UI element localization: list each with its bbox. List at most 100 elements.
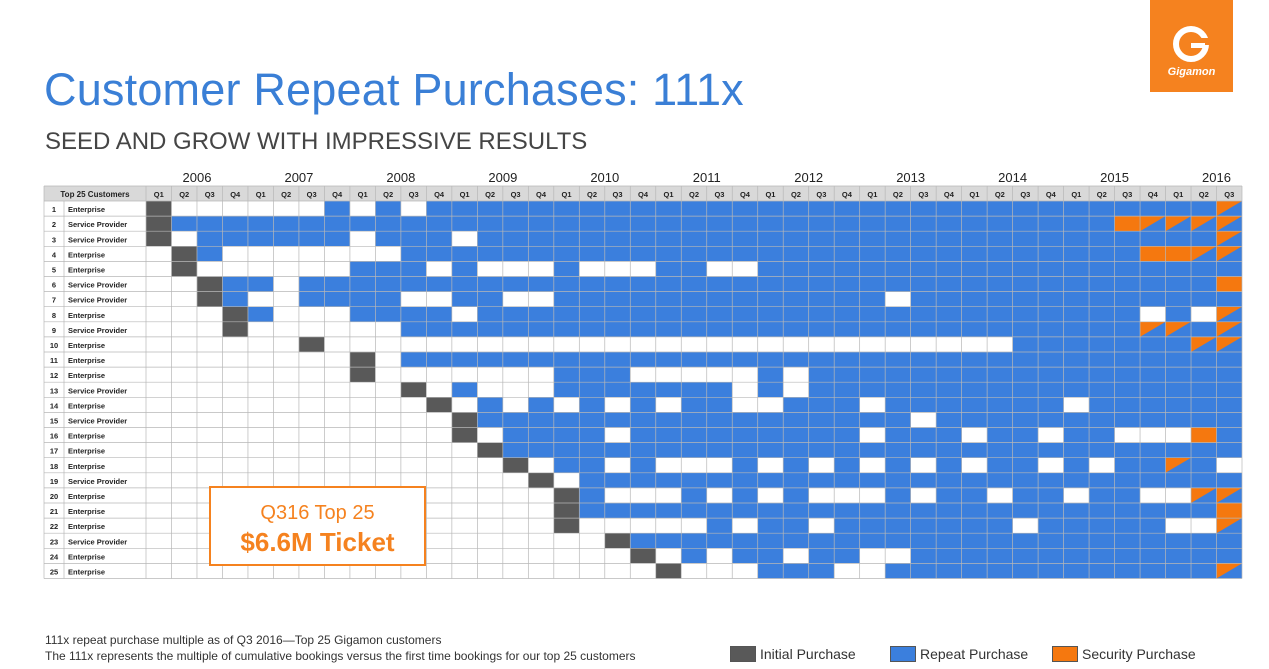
cell-repeat bbox=[961, 518, 988, 534]
cell-repeat bbox=[757, 306, 784, 322]
cell-repeat bbox=[757, 321, 784, 337]
cell-repeat bbox=[1140, 231, 1166, 247]
cell-security-part bbox=[1216, 336, 1242, 352]
row-customer-type: Service Provider bbox=[68, 296, 127, 305]
cell-repeat bbox=[349, 291, 376, 307]
cell-repeat bbox=[1216, 352, 1242, 368]
cell-repeat bbox=[808, 321, 835, 337]
cell-repeat bbox=[1165, 201, 1192, 217]
cell-repeat bbox=[1063, 291, 1090, 307]
cell-repeat bbox=[706, 472, 733, 488]
cell-repeat bbox=[528, 246, 554, 262]
cell-repeat bbox=[1114, 321, 1141, 337]
cell-repeat bbox=[579, 246, 605, 262]
cell-repeat bbox=[528, 231, 554, 247]
cell-repeat bbox=[885, 472, 911, 488]
cell-repeat bbox=[655, 503, 682, 519]
cell-repeat bbox=[936, 533, 962, 549]
cell-repeat bbox=[706, 321, 733, 337]
cell-repeat bbox=[681, 201, 707, 217]
cell-repeat bbox=[400, 276, 427, 292]
cell-security bbox=[1114, 216, 1141, 232]
cell-repeat bbox=[987, 503, 1013, 519]
cell-repeat bbox=[553, 261, 580, 277]
cell-repeat bbox=[375, 261, 401, 277]
cell-repeat bbox=[222, 231, 248, 247]
cell-repeat bbox=[1140, 382, 1166, 398]
cell-repeat bbox=[808, 367, 835, 383]
cell-repeat bbox=[1216, 382, 1242, 398]
cell-repeat bbox=[757, 246, 784, 262]
cell-security-part bbox=[1165, 457, 1192, 473]
cell-repeat bbox=[1140, 336, 1166, 352]
cell-repeat bbox=[1165, 442, 1192, 458]
logo: Gigamon bbox=[1150, 0, 1233, 92]
cell-repeat bbox=[1038, 442, 1064, 458]
row-customer-type: Service Provider bbox=[68, 477, 127, 486]
cell-repeat bbox=[1114, 412, 1141, 428]
cell-repeat bbox=[1089, 548, 1115, 564]
cell-repeat bbox=[681, 548, 707, 564]
cell-repeat bbox=[757, 291, 784, 307]
cell-repeat bbox=[528, 321, 554, 337]
cell-repeat bbox=[808, 352, 835, 368]
cell-repeat bbox=[553, 352, 580, 368]
cell-repeat bbox=[834, 276, 860, 292]
cell-repeat bbox=[655, 291, 682, 307]
cell-repeat bbox=[961, 216, 988, 232]
cell-repeat bbox=[1089, 336, 1115, 352]
cell-repeat bbox=[834, 352, 860, 368]
cell-repeat bbox=[1165, 503, 1192, 519]
cell-repeat bbox=[961, 367, 988, 383]
cell-repeat bbox=[502, 412, 529, 428]
cell-initial bbox=[451, 412, 478, 428]
cell-repeat bbox=[1038, 533, 1064, 549]
cell-repeat bbox=[1114, 382, 1141, 398]
cell-repeat bbox=[579, 216, 605, 232]
quarter-label: Q1 bbox=[867, 190, 877, 199]
cell-repeat bbox=[655, 321, 682, 337]
row-number: 19 bbox=[50, 477, 58, 486]
cell-security-part bbox=[1216, 487, 1242, 503]
quarter-label: Q3 bbox=[409, 190, 419, 199]
quarter-label: Q4 bbox=[536, 190, 547, 199]
cell-repeat bbox=[834, 261, 860, 277]
cell-repeat bbox=[630, 412, 656, 428]
cell-repeat bbox=[885, 246, 911, 262]
cell-repeat bbox=[1012, 397, 1039, 413]
cell-repeat bbox=[936, 442, 962, 458]
cell-repeat bbox=[834, 533, 860, 549]
cell-repeat bbox=[885, 276, 911, 292]
cell-repeat bbox=[732, 503, 758, 519]
cell-repeat bbox=[1038, 276, 1064, 292]
cell-repeat bbox=[936, 457, 962, 473]
cell-repeat bbox=[1165, 472, 1192, 488]
quarter-label: Q4 bbox=[434, 190, 445, 199]
cell-repeat bbox=[885, 367, 911, 383]
cell-repeat bbox=[732, 533, 758, 549]
quarter-label: Q4 bbox=[842, 190, 853, 199]
cell-repeat bbox=[961, 276, 988, 292]
cell-repeat bbox=[859, 201, 886, 217]
cell-initial bbox=[222, 321, 248, 337]
cell-repeat bbox=[732, 352, 758, 368]
cell-repeat bbox=[1089, 291, 1115, 307]
cell-repeat bbox=[1165, 291, 1192, 307]
cell-repeat bbox=[1038, 518, 1064, 534]
cell-repeat bbox=[808, 231, 835, 247]
cell-repeat bbox=[783, 442, 809, 458]
cell-repeat bbox=[349, 261, 376, 277]
cell-repeat bbox=[1165, 367, 1192, 383]
cell-repeat bbox=[553, 427, 580, 443]
footnote-line1: 111x repeat purchase multiple as of Q3 2… bbox=[45, 633, 442, 647]
row-customer-type: Enterprise bbox=[68, 205, 105, 214]
cell-repeat bbox=[808, 246, 835, 262]
cell-repeat bbox=[783, 533, 809, 549]
cell-repeat bbox=[579, 201, 605, 217]
cell-repeat bbox=[808, 261, 835, 277]
row-customer-type: Enterprise bbox=[68, 462, 105, 471]
cell-repeat bbox=[451, 216, 478, 232]
year-label: 2015 bbox=[1100, 170, 1129, 185]
cell-repeat bbox=[247, 276, 274, 292]
cell-repeat bbox=[247, 231, 274, 247]
